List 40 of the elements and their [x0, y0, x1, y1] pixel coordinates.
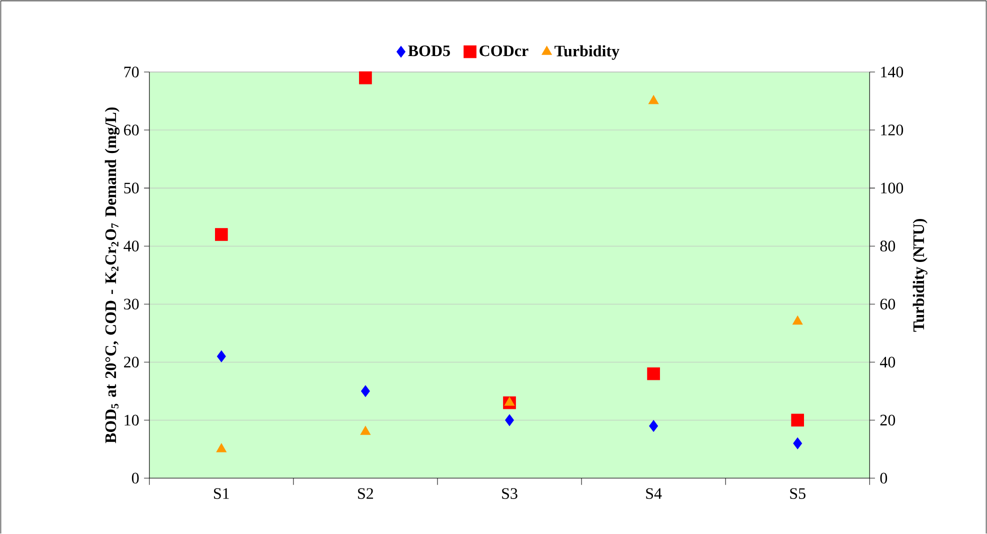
legend-label: BOD5 [408, 46, 450, 56]
point [647, 368, 660, 380]
point [792, 316, 803, 325]
x-tick-label: S2 [358, 488, 374, 500]
y2-tick-label: 120 [881, 124, 904, 136]
point [648, 95, 659, 104]
point [360, 385, 370, 398]
y-tick-label: 0 [132, 472, 139, 484]
y-tick-label: 60 [124, 124, 139, 136]
point [504, 397, 515, 406]
y2-axis-title: Turbidity (NTU) [912, 219, 928, 332]
x-tick-label: S4 [646, 488, 662, 500]
point [505, 414, 514, 426]
y2-tick-label: 100 [881, 182, 904, 194]
legend-label: Turbidity [554, 45, 620, 60]
point [359, 72, 372, 84]
point [793, 438, 802, 450]
text: BOD$_{5}$ at 20°C, COD - K$_{2}$Cr$_{2}$O$_{7}$ Demand (mg/L) [104, 108, 120, 444]
point [649, 420, 658, 432]
y2-tick-label: 40 [880, 356, 896, 368]
y-tick-label: 70 [124, 66, 139, 78]
y2-tick-label: 20 [880, 414, 896, 426]
y-tick-label: 40 [124, 240, 139, 252]
point [216, 350, 226, 362]
point [216, 444, 227, 452]
legend-label: CODcr [480, 46, 528, 56]
x-tick-label: S1 [214, 488, 229, 500]
point [360, 426, 371, 436]
y-tick-label: 30 [124, 298, 139, 310]
y2-tick-label: 140 [881, 66, 904, 78]
y-tick-label: 10 [124, 414, 139, 426]
y2-tick-label: 0 [880, 472, 888, 484]
y-tick-label: 20 [124, 356, 139, 368]
y2-tick-label: 60 [880, 298, 896, 310]
point [215, 228, 228, 242]
x-tick-label: S3 [502, 488, 518, 500]
y2-tick-label: 80 [880, 240, 896, 252]
y-tick-label: 50 [124, 182, 139, 194]
point [791, 414, 804, 427]
x-tick-label: S5 [790, 488, 806, 500]
